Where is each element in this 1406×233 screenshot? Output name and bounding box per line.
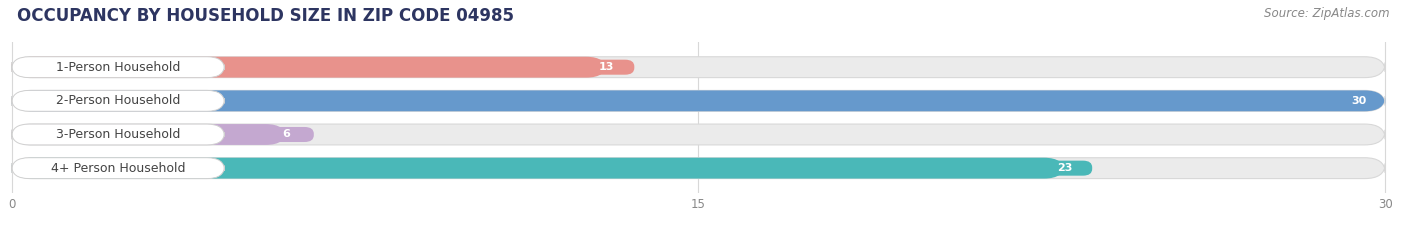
Text: 13: 13 <box>599 62 614 72</box>
Text: 6: 6 <box>283 130 290 140</box>
FancyBboxPatch shape <box>11 158 225 178</box>
FancyBboxPatch shape <box>11 124 1385 145</box>
Text: 1-Person Household: 1-Person Household <box>56 61 180 74</box>
FancyBboxPatch shape <box>259 127 314 142</box>
FancyBboxPatch shape <box>11 57 607 78</box>
FancyBboxPatch shape <box>11 90 1385 111</box>
FancyBboxPatch shape <box>579 60 634 75</box>
FancyBboxPatch shape <box>11 90 225 111</box>
Text: 4+ Person Household: 4+ Person Household <box>51 162 186 175</box>
FancyBboxPatch shape <box>11 57 225 78</box>
Text: 23: 23 <box>1057 163 1073 173</box>
Text: 30: 30 <box>1351 96 1367 106</box>
Text: Source: ZipAtlas.com: Source: ZipAtlas.com <box>1264 7 1389 20</box>
Text: 3-Person Household: 3-Person Household <box>56 128 180 141</box>
FancyBboxPatch shape <box>11 57 1385 78</box>
FancyBboxPatch shape <box>11 158 1385 178</box>
FancyBboxPatch shape <box>11 124 287 145</box>
Text: OCCUPANCY BY HOUSEHOLD SIZE IN ZIP CODE 04985: OCCUPANCY BY HOUSEHOLD SIZE IN ZIP CODE … <box>17 7 513 25</box>
FancyBboxPatch shape <box>11 124 225 145</box>
FancyBboxPatch shape <box>11 158 1064 178</box>
Text: 2-Person Household: 2-Person Household <box>56 94 180 107</box>
FancyBboxPatch shape <box>11 90 1385 111</box>
FancyBboxPatch shape <box>1038 161 1092 176</box>
